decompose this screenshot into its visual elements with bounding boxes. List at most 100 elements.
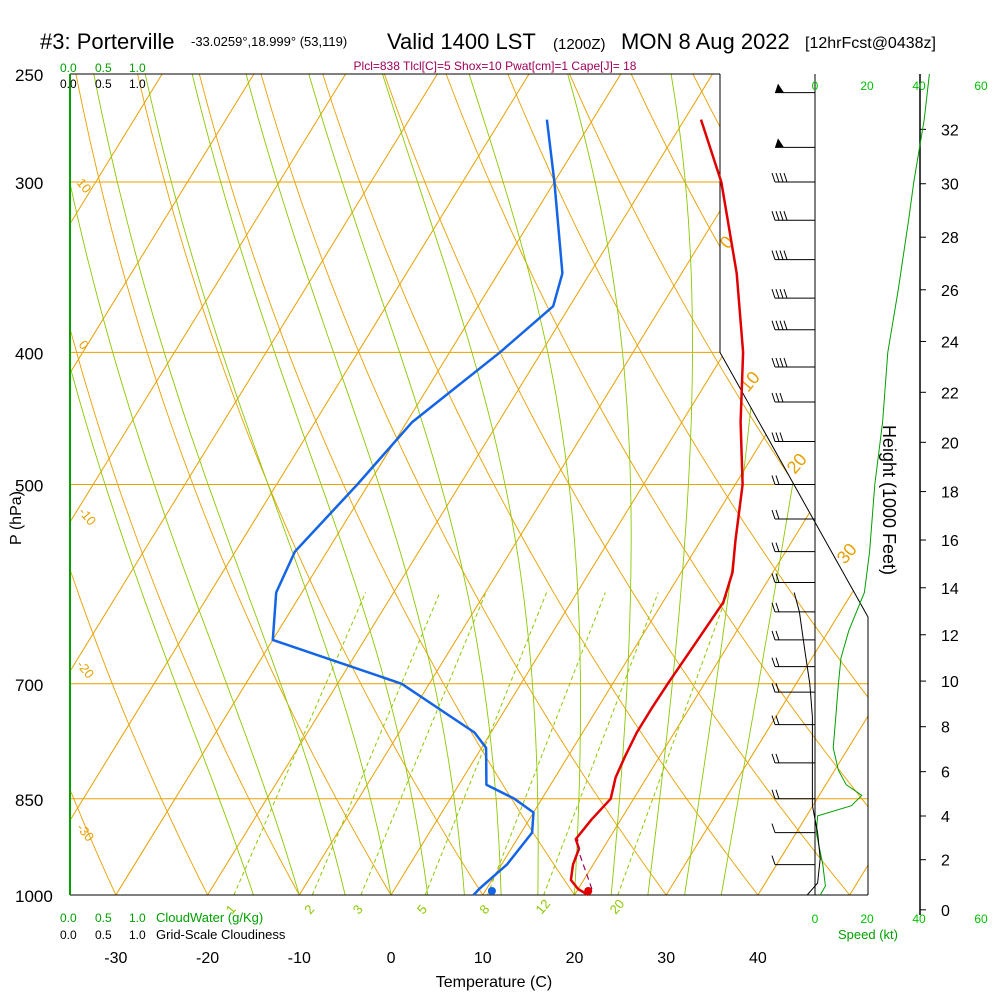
wind-barb-flag (771, 715, 776, 725)
temperature-tick-label: 30 (657, 950, 675, 967)
forecast-info: [12hrFcst@0438z] (805, 35, 936, 52)
height-tick-label: 28 (941, 230, 959, 247)
pressure-tick-label: 1000 (15, 887, 53, 906)
height-tick-label: 22 (941, 385, 959, 402)
wind-barb-flag (779, 288, 784, 299)
wind-barb-flag (783, 357, 788, 368)
wind-barb-flag (771, 573, 776, 583)
mixing-ratio-label: 5 (414, 902, 430, 917)
dry-adiabat (137, 74, 484, 895)
wind-barb-flag (775, 357, 780, 368)
height-tick-label: 2 (941, 853, 950, 870)
wind-barb-flag (779, 357, 784, 368)
mixing-ratio-line (233, 592, 367, 895)
moist-adiabat (308, 74, 502, 895)
dry-adiabat (815, 74, 868, 895)
height-tick-label: 10 (941, 674, 959, 691)
height-tick-label: 24 (941, 334, 959, 351)
wind-barb-flag (783, 211, 788, 221)
mixing-ratio-label: 12 (532, 896, 553, 917)
cloud-water-tick-label: 0.0 (60, 61, 77, 75)
dry-adiabat (260, 74, 667, 895)
wind-barb-flag (775, 288, 780, 299)
wind-barb-flag (779, 211, 784, 221)
isotherm-label: 0 (716, 232, 738, 253)
moist-adiabat (70, 74, 254, 895)
parcel-trace (577, 839, 593, 890)
isotherm-line (70, 74, 163, 895)
moist-adiabat (245, 74, 465, 895)
forecast-date: MON 8 Aug 2022 (621, 29, 790, 54)
wind-barb-flag (783, 250, 788, 260)
moist-adiabat (647, 74, 693, 895)
speed-tick-label: 20 (860, 79, 874, 93)
wind-barb-flag (775, 509, 780, 520)
wind-barb-flag (775, 211, 780, 221)
moist-adiabat (468, 74, 581, 895)
height-tick-label: 8 (941, 720, 950, 737)
dewpoint-surface-point (487, 887, 496, 895)
dry-adiabat (70, 74, 209, 895)
moist-adiabat (191, 74, 429, 895)
height-tick-label: 6 (941, 765, 950, 782)
speed-tick-label: 20 (860, 912, 874, 926)
dry-adiabat (507, 74, 868, 895)
wind-barb-flag (779, 250, 784, 260)
mixing-ratio-label: 8 (476, 902, 492, 917)
temperature-tick-label: -30 (104, 950, 127, 967)
height-tick-label: 30 (941, 177, 959, 194)
wind-barb-flag (775, 657, 780, 667)
wind-barb-flag (775, 320, 780, 330)
moist-adiabat (144, 74, 392, 895)
height-tick-label: 26 (941, 283, 959, 300)
station-title: #3: Porterville (40, 29, 175, 54)
wind-barb-flag (779, 320, 784, 330)
wind-speed-profile (815, 73, 930, 896)
wind-barb-flag (779, 392, 784, 403)
height-tick-label: 32 (941, 122, 959, 139)
wind-barb-pennant (775, 83, 784, 93)
utc-time: (1200Z) (553, 36, 606, 53)
wind-barb-flag (771, 630, 776, 641)
wind-barb-flag (771, 211, 776, 221)
wind-barb-flag (771, 542, 776, 552)
wind-barb-flag (771, 509, 776, 520)
temperature-tick-label: 0 (387, 950, 396, 967)
isotherm-line (70, 74, 255, 895)
height-tick-label: 18 (941, 485, 959, 502)
wind-barb-flag (771, 172, 776, 183)
height-tick-label: 16 (941, 533, 959, 550)
isotherm-label: -30 (74, 820, 98, 844)
dry-adiabat (70, 74, 300, 895)
cloud-water-label: CloudWater (g/Kg) (156, 910, 263, 925)
dry-adiabat (322, 74, 759, 895)
pressure-tick-label: 700 (15, 676, 43, 695)
wind-barb-flag (775, 602, 780, 613)
cloud-water-tick-label: 0.5 (95, 61, 112, 75)
mixing-ratio-line (617, 592, 729, 895)
wind-barb-flag (771, 288, 776, 299)
valid-time: Valid 1400 LST (387, 29, 536, 54)
pressure-tick-label: 500 (15, 477, 43, 496)
temperature-tick-label: 40 (749, 950, 767, 967)
temperature-profile (569, 119, 745, 897)
cloud-water-tick-label: 1.0 (129, 911, 146, 925)
speed-tick-label: 0 (812, 79, 819, 93)
wind-barb-flag (775, 542, 780, 552)
wind-barb-flag (771, 823, 776, 833)
moist-adiabat (382, 74, 539, 895)
isotherm-label: 10 (74, 175, 95, 196)
wind-barb-flag (771, 250, 776, 260)
cloudiness-label: Grid-Scale Cloudiness (156, 927, 286, 942)
moist-adiabat (567, 74, 632, 895)
wind-barb-flag (771, 753, 776, 764)
wind-barb-flag (775, 573, 780, 583)
dry-adiabat (198, 74, 575, 895)
indices-text: Plcl=838 Tlcl[C]=5 Shox=10 Pwat[cm]=1 Ca… (354, 59, 637, 73)
mixing-ratio-label: 20 (607, 896, 628, 917)
wind-barb-flag (771, 657, 776, 667)
wind-barb-flag (779, 432, 784, 442)
dewpoint-profile (271, 119, 564, 896)
